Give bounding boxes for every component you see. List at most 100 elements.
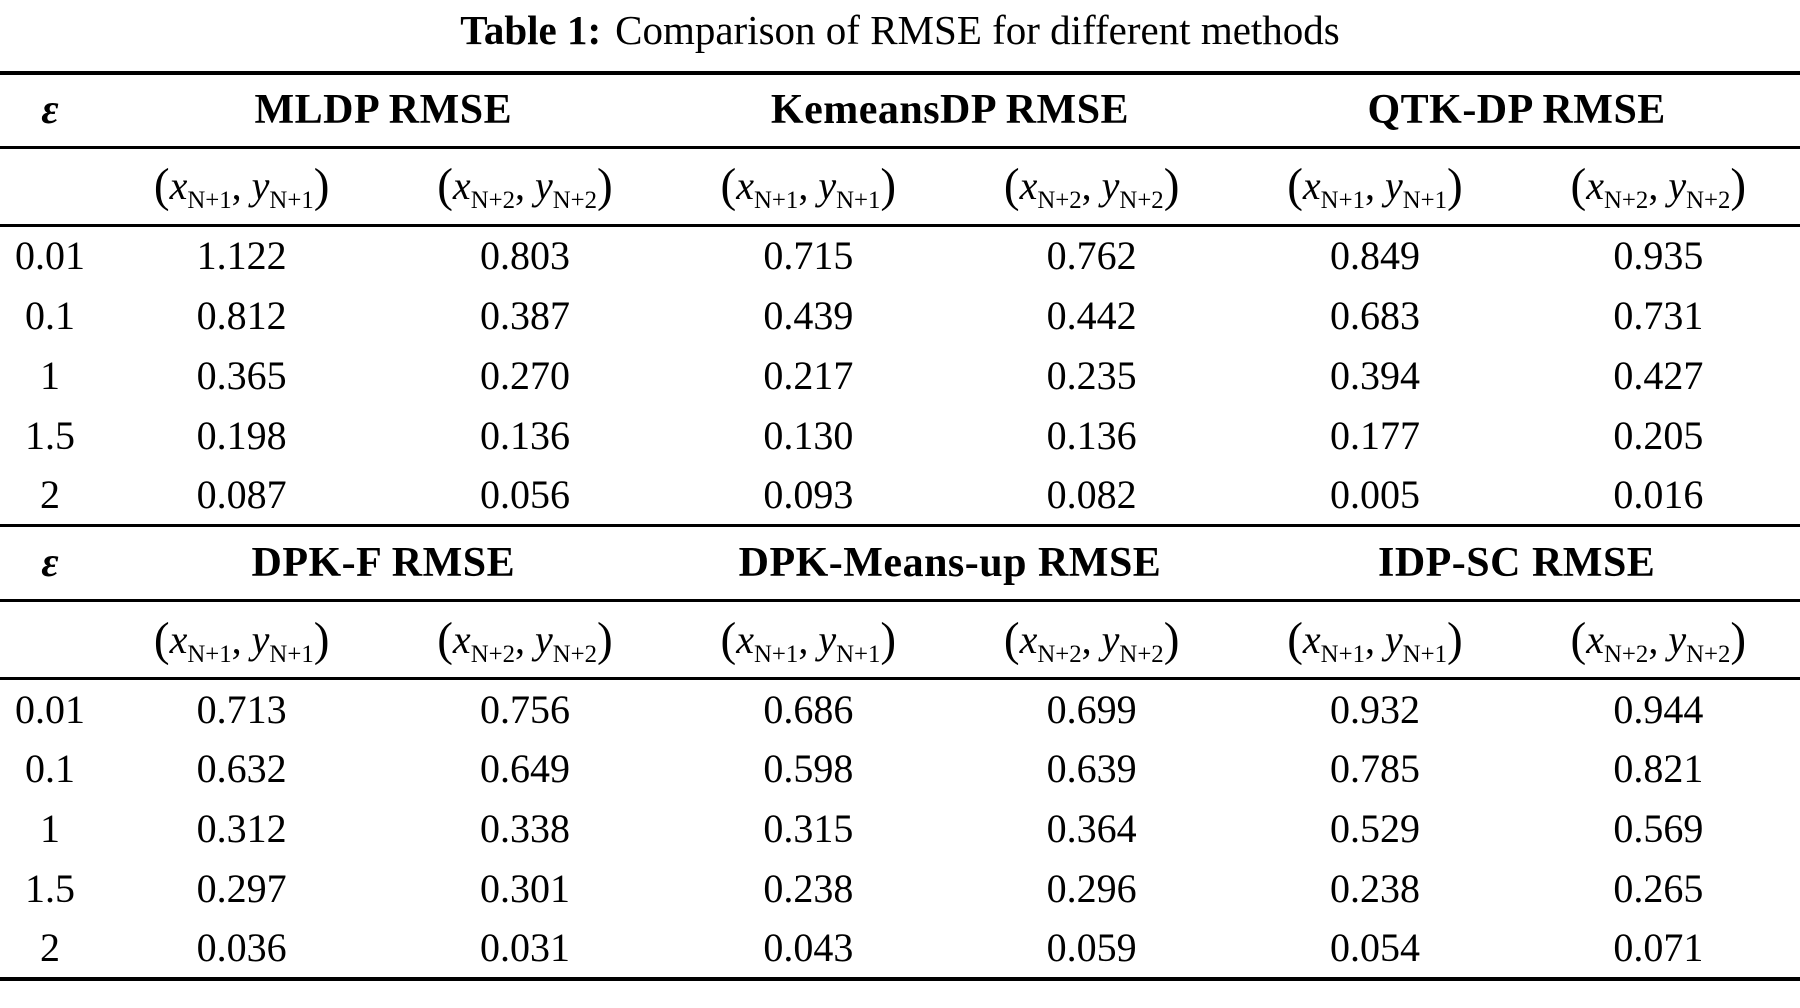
table-caption: Table 1: Comparison of RMSE for different… bbox=[0, 0, 1800, 57]
rmse-value: 0.338 bbox=[479, 806, 570, 851]
rmse-value: 0.821 bbox=[1613, 746, 1704, 791]
rmse-value: 0.238 bbox=[1329, 866, 1420, 911]
table-row: 1.5 0.297 0.301 0.238 0.296 0.238 0.265 bbox=[0, 859, 1800, 919]
subcolumn-header-row: (xN+1, yN+1) (xN+2, yN+2) (xN+1, yN+1) (xN+… bbox=[0, 601, 1800, 679]
rmse-value: 0.785 bbox=[1329, 746, 1420, 791]
subcolumn-header: (xN+2, yN+2) bbox=[1570, 613, 1747, 668]
rmse-value: 0.059 bbox=[1046, 925, 1137, 970]
close-paren: ) bbox=[1730, 160, 1747, 212]
rmse-value: 0.529 bbox=[1329, 806, 1420, 851]
rmse-value: 0.649 bbox=[479, 746, 570, 791]
rmse-value: 0.270 bbox=[479, 352, 570, 398]
epsilon-value: 0.01 bbox=[15, 233, 85, 279]
close-paren: ) bbox=[313, 160, 330, 212]
rmse-value: 0.217 bbox=[763, 352, 854, 398]
close-paren: ) bbox=[1163, 160, 1180, 212]
empty-cell bbox=[0, 601, 100, 679]
subcolumn-header: (xN+2, yN+2) bbox=[1570, 160, 1747, 214]
close-paren: ) bbox=[880, 613, 897, 666]
rmse-value: 0.054 bbox=[1329, 925, 1420, 970]
rmse-value: 0.043 bbox=[763, 925, 854, 970]
method-header: DPK-F RMSE bbox=[251, 539, 516, 586]
table-row: 1 0.365 0.270 0.217 0.235 0.394 0.427 bbox=[0, 345, 1800, 405]
table-caption-text: Comparison of RMSE for different methods bbox=[615, 7, 1340, 53]
table-row: 0.01 0.713 0.756 0.686 0.699 0.932 0.944 bbox=[0, 679, 1800, 739]
rmse-value: 0.731 bbox=[1613, 292, 1704, 338]
rmse-value: 0.944 bbox=[1613, 686, 1704, 732]
rmse-value: 0.427 bbox=[1613, 352, 1704, 398]
open-paren: ( bbox=[1287, 613, 1303, 666]
rmse-value: 0.715 bbox=[763, 233, 854, 279]
subcolumn-header: (xN+2, yN+2) bbox=[437, 160, 613, 214]
rmse-value: 0.071 bbox=[1613, 925, 1704, 970]
method-header: KemeansDP RMSE bbox=[770, 87, 1130, 134]
empty-cell bbox=[0, 147, 100, 225]
method-header: MLDP RMSE bbox=[254, 87, 513, 134]
table-row: 2 0.036 0.031 0.043 0.059 0.054 0.071 bbox=[0, 919, 1800, 979]
rmse-value: 0.365 bbox=[196, 352, 287, 398]
table-row: 0.1 0.632 0.649 0.598 0.639 0.785 0.821 bbox=[0, 739, 1800, 799]
rmse-value: 0.301 bbox=[479, 866, 570, 911]
subcolumn-header: (xN+1, yN+1) bbox=[1287, 613, 1463, 668]
rmse-value: 0.016 bbox=[1613, 471, 1704, 517]
method-header-row: ε DPK-F RMSE DPK-Means-up RMSE IDP-SC RMSE bbox=[0, 527, 1800, 601]
rmse-value: 0.713 bbox=[196, 686, 287, 732]
rmse-value: 0.686 bbox=[763, 686, 854, 732]
rmse-value: 0.093 bbox=[763, 471, 854, 517]
rmse-value: 0.387 bbox=[479, 292, 570, 338]
rmse-value: 0.205 bbox=[1613, 412, 1704, 458]
rmse-value: 0.442 bbox=[1046, 292, 1137, 338]
rmse-value: 0.136 bbox=[1046, 412, 1137, 458]
open-paren: ( bbox=[153, 160, 170, 212]
epsilon-value: 1.5 bbox=[25, 412, 75, 458]
epsilon-header: ε bbox=[41, 539, 59, 586]
rmse-value: 0.762 bbox=[1046, 233, 1137, 279]
subcolumn-header: (xN+2, yN+2) bbox=[437, 613, 613, 668]
subcolumn-header: (xN+2, yN+2) bbox=[1003, 613, 1180, 668]
table-row: 0.1 0.812 0.387 0.439 0.442 0.683 0.731 bbox=[0, 285, 1800, 345]
rmse-value: 0.297 bbox=[196, 866, 287, 911]
rmse-value: 0.235 bbox=[1046, 352, 1137, 398]
rmse-value: 0.265 bbox=[1613, 866, 1704, 911]
open-paren: ( bbox=[720, 160, 737, 212]
rmse-value: 0.005 bbox=[1329, 471, 1420, 517]
open-paren: ( bbox=[1003, 160, 1020, 212]
rmse-value: 0.439 bbox=[763, 292, 854, 338]
open-paren: ( bbox=[1570, 160, 1587, 212]
close-paren: ) bbox=[1730, 613, 1747, 666]
rmse-value: 0.056 bbox=[479, 471, 570, 517]
open-paren: ( bbox=[1570, 613, 1587, 666]
rmse-table-section-top: ε MLDP RMSE KemeansDP RMSE QTK-DP RMSE (xN+1… bbox=[0, 71, 1800, 527]
rmse-value: 0.639 bbox=[1046, 746, 1137, 791]
epsilon-header: ε bbox=[41, 87, 59, 134]
table-row: 0.01 1.122 0.803 0.715 0.762 0.849 0.935 bbox=[0, 225, 1800, 285]
table-row: 1.5 0.198 0.136 0.130 0.136 0.177 0.205 bbox=[0, 405, 1800, 465]
method-header-row: ε MLDP RMSE KemeansDP RMSE QTK-DP RMSE bbox=[0, 73, 1800, 147]
epsilon-value: 2 bbox=[40, 925, 60, 970]
subcolumn-header-row: (xN+1, yN+1) (xN+2, yN+2) (xN+1, yN+1) (xN+… bbox=[0, 147, 1800, 225]
close-paren: ) bbox=[597, 613, 613, 666]
table-caption-label: Table 1: bbox=[460, 7, 602, 53]
subcolumn-header: (xN+1, yN+1) bbox=[720, 613, 897, 668]
method-header: QTK-DP RMSE bbox=[1367, 87, 1666, 134]
rmse-table-section-bottom: ε DPK-F RMSE DPK-Means-up RMSE IDP-SC RMSE (… bbox=[0, 527, 1800, 981]
rmse-value: 0.315 bbox=[763, 806, 854, 851]
epsilon-value: 0.01 bbox=[15, 686, 85, 732]
rmse-value: 0.364 bbox=[1046, 806, 1137, 851]
rmse-value: 0.394 bbox=[1329, 352, 1420, 398]
rmse-value: 0.198 bbox=[196, 412, 287, 458]
subcolumn-header: (xN+1, yN+1) bbox=[153, 613, 330, 668]
rmse-value: 0.569 bbox=[1613, 806, 1704, 851]
subcolumn-header: (xN+1, yN+1) bbox=[720, 160, 897, 214]
close-paren: ) bbox=[597, 160, 613, 212]
rmse-value: 1.122 bbox=[196, 233, 287, 279]
rmse-value: 0.683 bbox=[1329, 292, 1420, 338]
rmse-value: 0.130 bbox=[763, 412, 854, 458]
rmse-value: 0.935 bbox=[1613, 233, 1704, 279]
rmse-value: 0.849 bbox=[1329, 233, 1420, 279]
epsilon-value: 2 bbox=[40, 471, 60, 517]
subcolumn-header: (xN+1, yN+1) bbox=[153, 160, 330, 214]
rmse-value: 0.036 bbox=[196, 925, 287, 970]
rmse-value: 0.699 bbox=[1046, 686, 1137, 732]
